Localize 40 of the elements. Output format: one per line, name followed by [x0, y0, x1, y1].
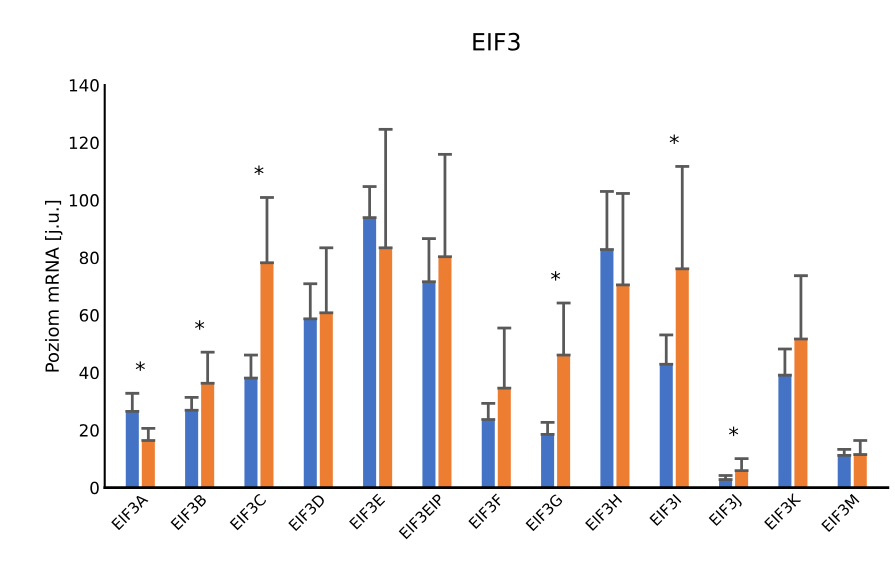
bar	[142, 440, 155, 488]
y-tick-label: 120	[70, 136, 99, 150]
bar	[260, 262, 274, 488]
bar	[185, 410, 198, 488]
annotation: *	[195, 320, 204, 330]
bar	[676, 268, 689, 488]
y-tick-label: 100	[70, 194, 99, 207]
y-tick-label: 60	[80, 309, 99, 322]
annotation: *	[670, 134, 679, 144]
bar	[304, 318, 317, 488]
annotation: *	[136, 361, 145, 371]
annotation: *	[729, 426, 738, 436]
bar	[838, 455, 851, 488]
bar	[794, 338, 808, 488]
annotation: *	[551, 271, 560, 281]
y-tick-label: 0	[90, 482, 99, 494]
y-tick-label: 40	[79, 366, 99, 380]
bar	[778, 375, 792, 488]
bar	[363, 218, 376, 488]
bar	[244, 378, 258, 488]
bar	[600, 250, 614, 488]
bar	[557, 355, 570, 488]
y-axis-title: Poziom mRNA [j.u.]	[45, 200, 62, 372]
bar	[482, 419, 495, 488]
bar	[379, 248, 392, 488]
bar	[854, 454, 867, 488]
bar	[541, 434, 554, 488]
bar	[201, 383, 214, 488]
chart-title: EIF3	[473, 32, 520, 51]
y-tick-label: 20	[80, 424, 99, 437]
bar	[320, 312, 333, 488]
bar	[498, 388, 511, 488]
bar	[422, 282, 436, 488]
bar	[660, 364, 673, 488]
annotation: *	[254, 166, 264, 176]
bar	[616, 284, 630, 488]
y-tick-label: 80	[80, 252, 99, 264]
bar	[438, 256, 452, 488]
y-tick-label: 140	[70, 79, 99, 92]
bar	[126, 411, 139, 488]
